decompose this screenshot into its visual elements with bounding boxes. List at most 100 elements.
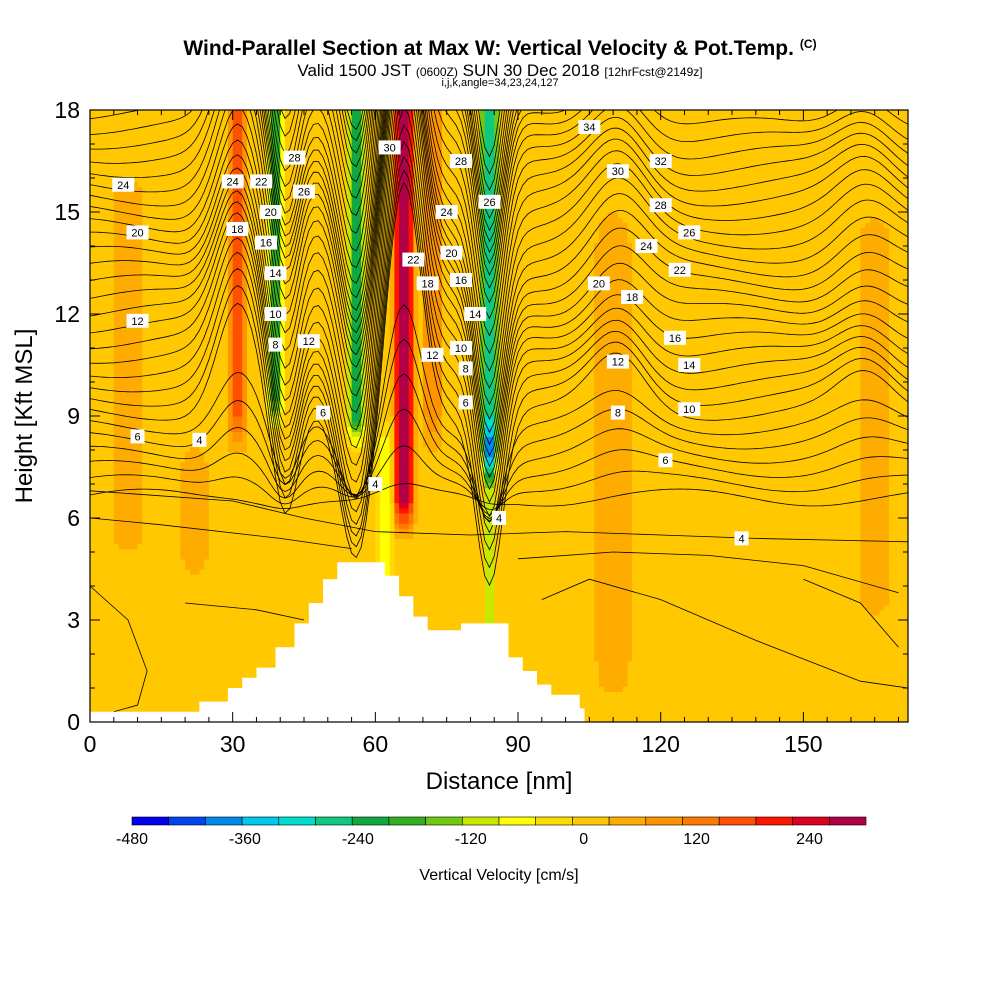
- velocity-cell: [90, 604, 96, 611]
- velocity-cell: [527, 650, 533, 657]
- velocity-cell: [270, 640, 277, 647]
- velocity-cell: [617, 614, 624, 621]
- velocity-cell: [641, 660, 648, 667]
- velocity-cell: [660, 706, 667, 713]
- velocity-cell: [518, 594, 524, 601]
- velocity-cell: [94, 681, 101, 687]
- velocity-cell: [427, 584, 434, 590]
- velocity-cell: [855, 645, 862, 652]
- velocity-cell: [622, 686, 629, 692]
- velocity-cell: [94, 594, 101, 601]
- velocity-cell: [627, 604, 633, 611]
- velocity-cell: [123, 671, 129, 677]
- velocity-cell: [779, 671, 785, 677]
- velocity-cell: [451, 584, 457, 590]
- velocity-cell: [793, 711, 800, 718]
- velocity-cell: [855, 630, 862, 636]
- velocity-cell: [841, 696, 847, 703]
- velocity-cell: [846, 681, 852, 687]
- velocity-cell: [194, 696, 200, 703]
- velocity-cell: [603, 660, 609, 667]
- velocity-cell: [655, 579, 662, 585]
- velocity-cell: [850, 711, 857, 718]
- velocity-cell: [151, 686, 158, 692]
- velocity-cell: [884, 635, 890, 641]
- velocity-cell: [660, 686, 667, 692]
- velocity-cell: [713, 589, 719, 596]
- velocity-cell: [280, 630, 286, 636]
- velocity-cell: [789, 635, 795, 641]
- velocity-cell: [893, 640, 900, 647]
- velocity-cell: [903, 716, 908, 722]
- velocity-cell: [850, 614, 857, 621]
- velocity-cell: [294, 589, 300, 596]
- velocity-cell: [779, 706, 785, 713]
- velocity-cell: [784, 676, 790, 682]
- velocity-cell: [827, 579, 833, 585]
- velocity-cell: [213, 660, 220, 667]
- velocity-cell: [460, 609, 467, 616]
- velocity-cell: [118, 620, 124, 626]
- velocity-cell: [655, 686, 662, 692]
- velocity-cell: [770, 716, 776, 722]
- velocity-cell: [403, 574, 410, 580]
- velocity-cell: [812, 681, 819, 687]
- velocity-cell: [156, 650, 162, 657]
- velocity-cell: [665, 574, 671, 580]
- velocity-cell: [627, 716, 633, 722]
- velocity-cell: [579, 574, 586, 580]
- velocity-cell: [779, 696, 785, 703]
- velocity-cell: [893, 604, 900, 611]
- velocity-cell: [589, 681, 595, 687]
- velocity-cell: [227, 665, 234, 672]
- velocity-cell: [751, 660, 757, 667]
- velocity-cell: [527, 665, 533, 672]
- velocity-cell: [903, 706, 908, 713]
- velocity-cell: [246, 650, 253, 657]
- velocity-cell: [522, 640, 529, 647]
- velocity-cell: [213, 594, 220, 601]
- velocity-cell: [180, 655, 186, 662]
- velocity-cell: [608, 620, 614, 626]
- velocity-cell: [865, 574, 871, 580]
- velocity-cell: [603, 671, 609, 677]
- velocity-cell: [770, 584, 776, 590]
- velocity-cell: [556, 665, 562, 672]
- velocity-cell: [598, 589, 605, 596]
- velocity-cell: [275, 640, 281, 647]
- velocity-cell: [142, 620, 148, 626]
- velocity-cell: [251, 625, 258, 631]
- velocity-cell: [565, 691, 571, 698]
- velocity-cell: [513, 579, 519, 585]
- velocity-cell: [594, 574, 600, 580]
- velocity-cell: [251, 671, 258, 677]
- velocity-cell: [156, 676, 162, 682]
- velocity-cell: [888, 655, 895, 662]
- velocity-cell: [655, 706, 662, 713]
- velocity-cell: [451, 609, 457, 616]
- velocity-cell: [693, 671, 700, 677]
- velocity-cell: [256, 599, 262, 606]
- velocity-cell: [888, 645, 895, 652]
- velocity-cell: [736, 701, 743, 708]
- velocity-cell: [670, 630, 676, 636]
- velocity-cell: [770, 711, 776, 718]
- velocity-cell: [204, 640, 210, 647]
- velocity-cell: [679, 625, 686, 631]
- velocity-cell: [736, 609, 743, 616]
- velocity-cell: [227, 660, 234, 667]
- velocity-cell: [180, 701, 186, 708]
- velocity-cell: [242, 650, 248, 657]
- velocity-cell: [770, 696, 776, 703]
- velocity-cell: [760, 676, 766, 682]
- velocity-cell: [822, 655, 828, 662]
- velocity-cell: [617, 650, 624, 657]
- velocity-cell: [779, 574, 785, 580]
- velocity-cell: [632, 594, 638, 601]
- velocity-cell: [817, 655, 823, 662]
- velocity-cell: [185, 701, 191, 708]
- velocity-cell: [199, 655, 205, 662]
- velocity-cell: [551, 660, 557, 667]
- velocity-cell: [161, 655, 167, 662]
- velocity-cell: [855, 625, 862, 631]
